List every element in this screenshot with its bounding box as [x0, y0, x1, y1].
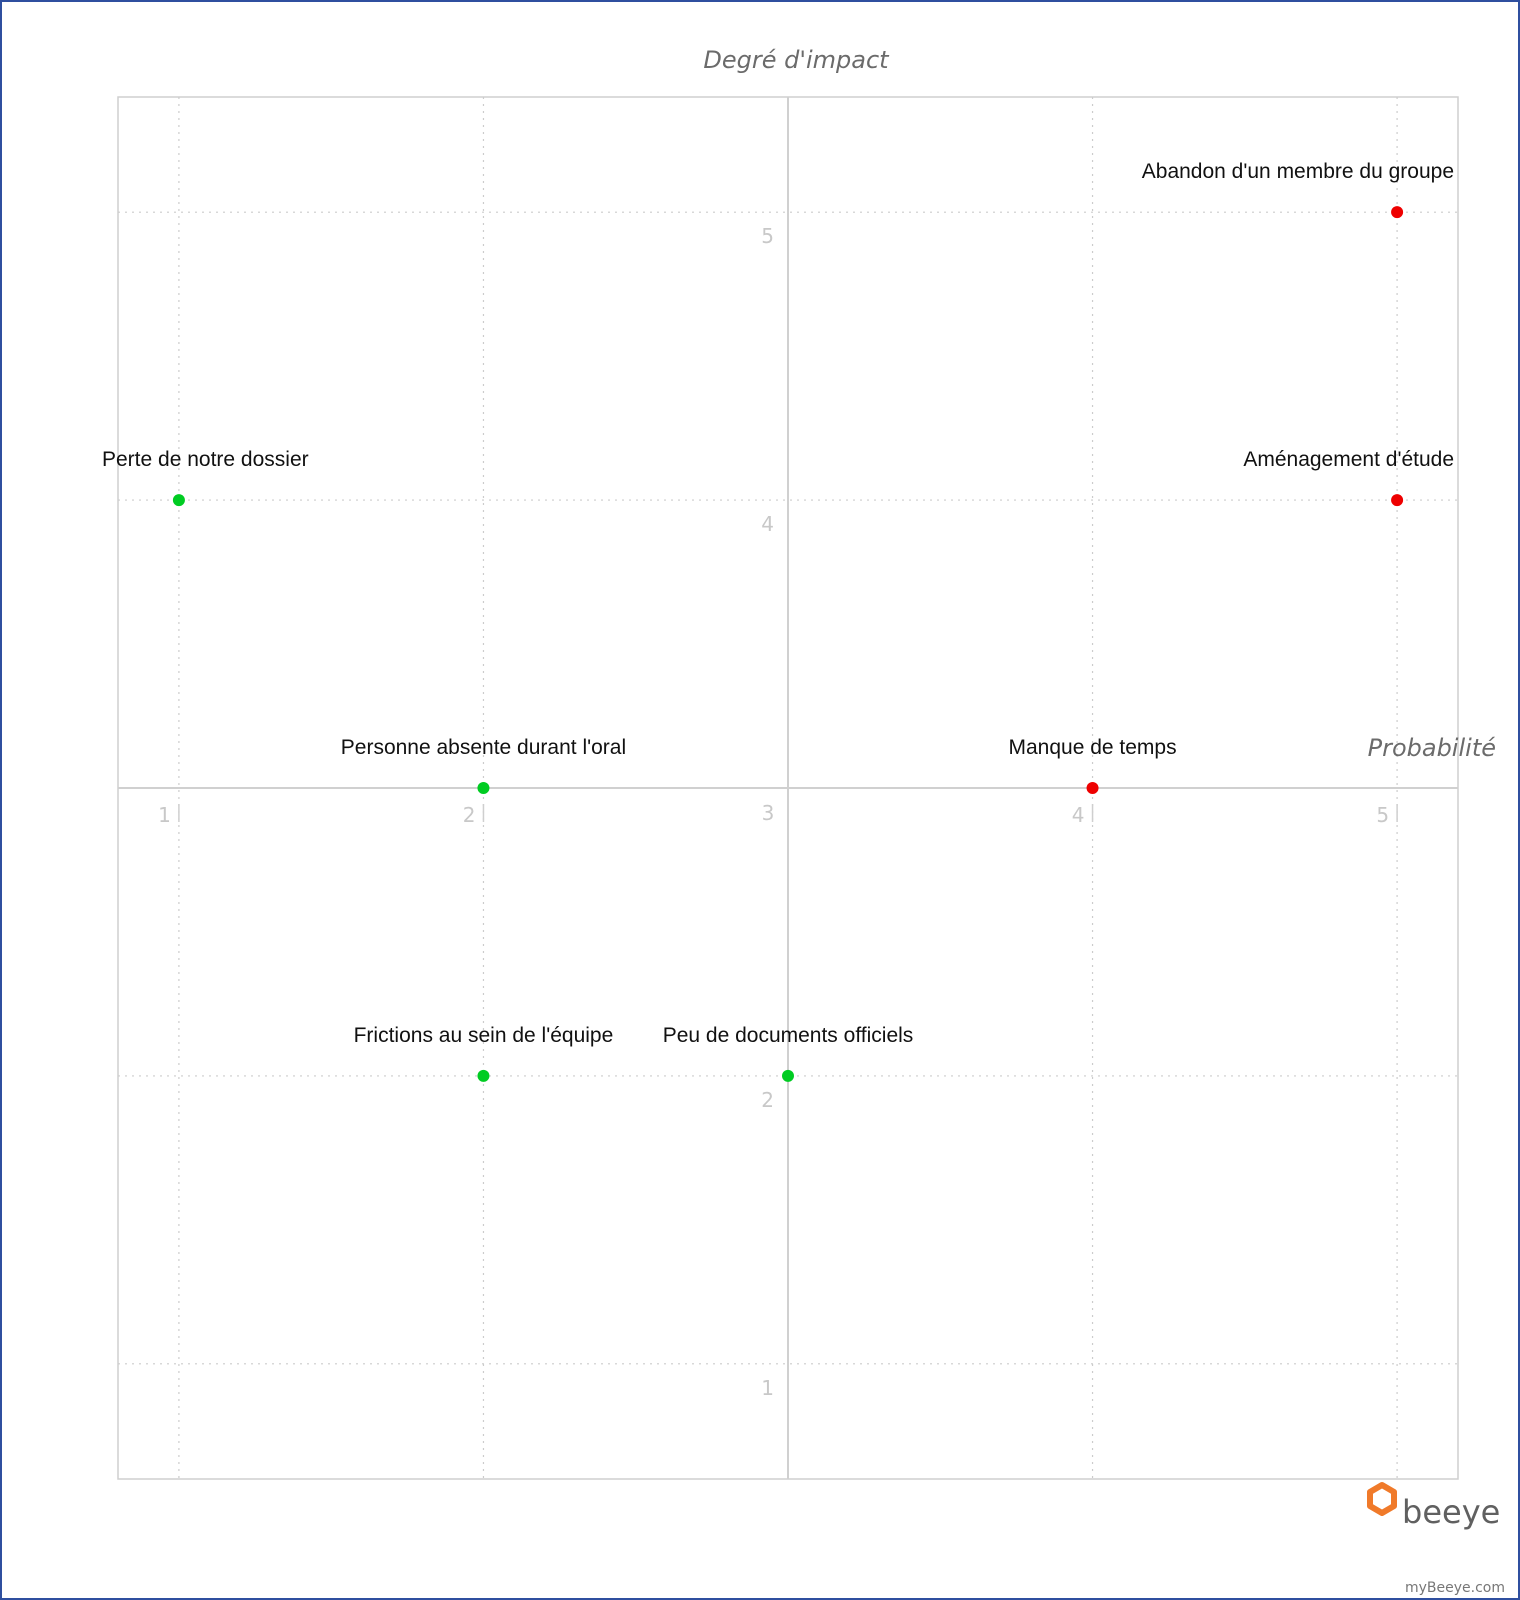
data-point-label-2: Aménagement d'étude — [1243, 448, 1454, 471]
x-tick-label-1: 1 — [158, 803, 171, 827]
data-point-1 — [1391, 206, 1404, 219]
data-point-4 — [172, 494, 185, 507]
data-point-label-3: Manque de temps — [1008, 736, 1176, 759]
x-tick-label-3: 3 — [762, 801, 775, 825]
x-axis-title: Probabilité — [1368, 734, 1496, 762]
beeye-logo-text: beeye — [1402, 1493, 1500, 1531]
x-tick-label-4: 4 — [1072, 803, 1085, 827]
data-point-3 — [1086, 782, 1099, 794]
data-point-5 — [477, 782, 490, 794]
beeye-logo-icon — [1367, 1482, 1397, 1516]
y-tick-label-1: 1 — [761, 1376, 774, 1400]
x-tick-label-5: 5 — [1376, 803, 1389, 827]
data-point-2 — [1391, 494, 1404, 507]
center-axes — [118, 97, 1458, 1479]
data-point-label-6: Frictions au sein de l'équipe — [354, 1024, 614, 1047]
data-point-6 — [477, 1069, 490, 1082]
data-point-label-5: Personne absente durant l'oral — [341, 736, 626, 759]
data-point-label-1: Abandon d'un membre du groupe — [1142, 160, 1454, 183]
data-point-label-7: Peu de documents officiels — [663, 1024, 914, 1047]
data-points: Abandon d'un membre du groupe Aménagement… — [102, 160, 1454, 1082]
tick-labels: 1 2 3 4 5 1 2 4 5 — [158, 224, 1398, 1400]
beeye-logo[interactable]: beeye — [1367, 1482, 1500, 1531]
y-axis-title: Degré d'impact — [703, 46, 890, 74]
footer-website[interactable]: myBeeye.com — [1405, 1580, 1505, 1596]
x-tick-label-2: 2 — [463, 803, 476, 827]
y-tick-label-5: 5 — [761, 224, 774, 248]
y-tick-label-2: 2 — [761, 1088, 774, 1112]
data-point-label-4: Perte de notre dossier — [102, 448, 309, 471]
data-point-7 — [782, 1069, 794, 1082]
y-tick-label-4: 4 — [761, 512, 774, 536]
